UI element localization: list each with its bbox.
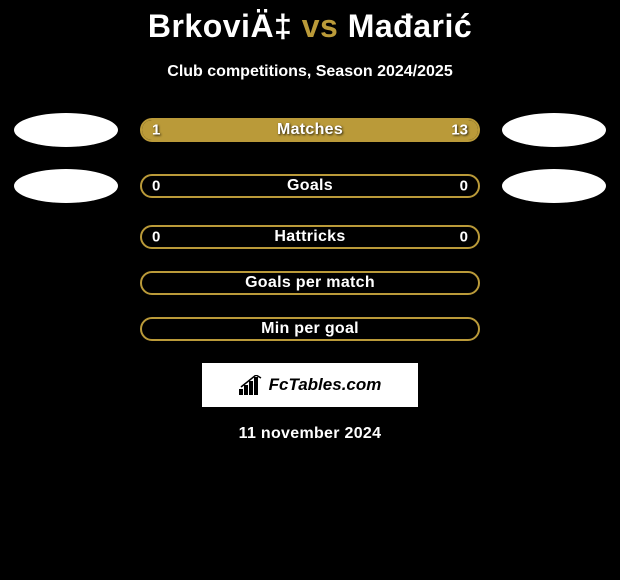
stat-label: Min per goal — [142, 320, 478, 338]
player2-portrait — [502, 169, 606, 203]
stat-label: Matches — [142, 121, 478, 139]
brand-chart-icon — [239, 375, 263, 395]
left-portrait-col — [14, 113, 118, 147]
title-player1: BrkoviÄ‡ — [148, 8, 293, 44]
brand-text: FcTables.com — [269, 375, 382, 395]
stat-label: Goals — [142, 177, 478, 195]
stat-bar: 00Goals — [140, 174, 480, 198]
title-vs: vs — [302, 8, 339, 44]
stat-label: Goals per match — [142, 274, 478, 292]
stat-row: Goals per match — [0, 271, 620, 295]
stat-rows: 113Matches 00Goals 00Hattricks Goals per ma… — [0, 113, 620, 341]
right-portrait-col — [502, 169, 606, 203]
right-portrait-col — [502, 113, 606, 147]
stat-bar: 00Hattricks — [140, 225, 480, 249]
date-text: 11 november 2024 — [0, 425, 620, 443]
stat-label: Hattricks — [142, 228, 478, 246]
page-title: BrkoviÄ‡ vs Mađarić — [0, 8, 620, 45]
brand-badge: FcTables.com — [202, 363, 418, 407]
stat-row: 113Matches — [0, 113, 620, 147]
stat-bar: Goals per match — [140, 271, 480, 295]
subtitle: Club competitions, Season 2024/2025 — [0, 63, 620, 81]
stat-row: Min per goal — [0, 317, 620, 341]
stat-bar: 113Matches — [140, 118, 480, 142]
left-portrait-col — [14, 169, 118, 203]
player2-portrait — [502, 113, 606, 147]
player1-portrait — [14, 113, 118, 147]
stat-row: 00Goals — [0, 169, 620, 203]
player1-portrait — [14, 169, 118, 203]
comparison-widget: BrkoviÄ‡ vs Mađarić Club competitions, S… — [0, 0, 620, 443]
stat-bar: Min per goal — [140, 317, 480, 341]
stat-row: 00Hattricks — [0, 225, 620, 249]
title-player2: Mađarić — [348, 8, 472, 44]
